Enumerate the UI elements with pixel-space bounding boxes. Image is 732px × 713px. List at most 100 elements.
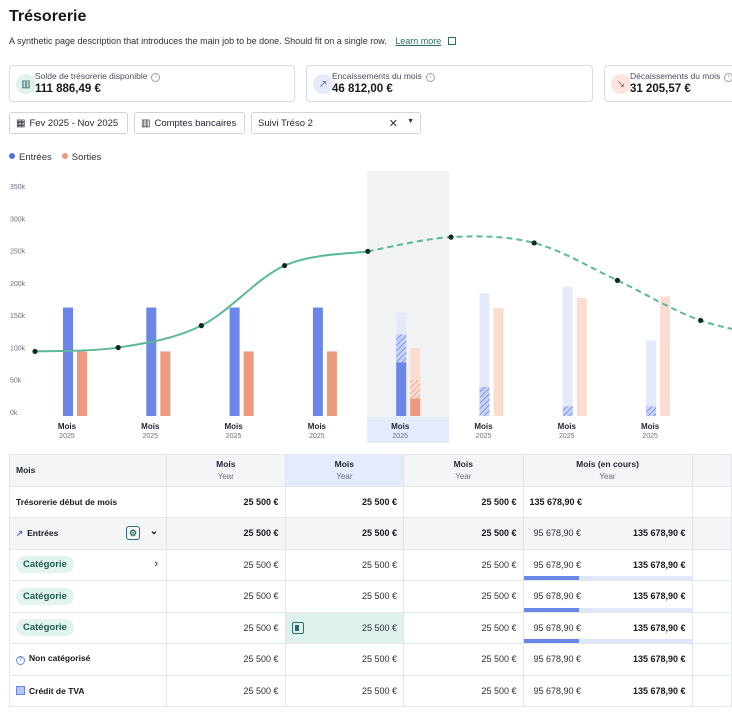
cell-dual[interactable]: 95 678,90 €135 678,90 €: [522, 674, 693, 707]
bar-out: [77, 351, 87, 416]
kpi-value: 111 886,49 €: [35, 83, 101, 95]
balance-point: [198, 323, 204, 329]
cell-dual[interactable]: 95 678,90 €135 678,90 €: [522, 580, 693, 613]
current-month-highlight: [367, 171, 450, 417]
row-label[interactable]: Crédit de TVA: [8, 674, 168, 707]
x-tick-sublabel: 2025: [226, 433, 242, 440]
learn-more-link[interactable]: Learn more: [395, 36, 442, 46]
progress-fill: [524, 576, 579, 580]
bank-icon: ▥: [16, 74, 36, 94]
kpi-label: Décaissements du mois i: [630, 71, 732, 82]
row-label[interactable]: Catégorie: [8, 580, 168, 613]
col-header[interactable]: Mois Year: [403, 454, 524, 487]
bar-in-pending: [562, 406, 573, 416]
info-icon[interactable]: i: [425, 73, 435, 82]
cell[interactable]: 25 500 €: [403, 580, 524, 613]
chevron-down-icon[interactable]: ▼: [407, 118, 414, 125]
category-chip[interactable]: Catégorie: [16, 587, 74, 605]
cell[interactable]: 25 500 €: [284, 517, 405, 550]
cell[interactable]: 25 500 €: [284, 674, 405, 707]
row-label[interactable]: Catégorie: [8, 611, 168, 644]
cell[interactable]: 25 500 €: [403, 611, 524, 644]
cell[interactable]: 25 500 €: [284, 548, 405, 581]
cell[interactable]: 25 500 €: [403, 548, 524, 581]
balance-point: [365, 248, 371, 254]
row-label-entrees[interactable]: ↗ Entrées ⚙ ⌄: [8, 517, 168, 550]
legend-item-in: Entrées: [9, 152, 52, 163]
kpi-card-balance: ▥ Solde de trésorerie disponible i 111 88…: [9, 65, 295, 102]
cell[interactable]: 25 500 €: [403, 517, 524, 550]
bar-out: [243, 351, 254, 416]
cell-dual[interactable]: 95 678,90 €135 678,90 €: [522, 611, 693, 644]
x-tick-sublabel: 2025: [476, 433, 492, 440]
cell[interactable]: 25 500 €: [166, 485, 286, 518]
bar-in-pending: [396, 334, 407, 363]
progress-bar: [524, 639, 692, 643]
progress-bar: [524, 576, 692, 580]
period-picker[interactable]: ▦ Fev 2025 - Nov 2025: [9, 112, 128, 134]
x-tick-label: Mois: [58, 422, 77, 431]
table-row: Trésorerie début de mois 25 500 € 25 500…: [8, 485, 732, 518]
y-tick-label: 250k: [10, 249, 26, 256]
bar-in-pending: [479, 386, 490, 416]
trend-up-icon: ↗: [313, 74, 333, 94]
cell[interactable]: 25 500 €: [284, 580, 405, 613]
row-label[interactable]: ? Non catégorisé: [8, 643, 168, 676]
cell[interactable]: 25 500 €: [166, 580, 286, 613]
cell-dual[interactable]: 95 678,90 €135 678,90 €: [522, 548, 693, 581]
x-tick-sublabel: 2025: [59, 433, 75, 440]
col-header-current[interactable]: Mois Year: [284, 454, 405, 487]
clear-icon[interactable]: ✕: [388, 118, 398, 130]
view-select[interactable]: Suivi Tréso 2 ✕ ▼: [251, 112, 421, 134]
category-chip[interactable]: Catégorie: [16, 619, 74, 637]
cell[interactable]: 25 500 €: [166, 674, 286, 707]
cell[interactable]: 25 500 €: [166, 643, 286, 676]
row-label: Trésorerie début de mois: [8, 485, 168, 518]
cell-selected[interactable]: 25 500 €: [284, 611, 405, 644]
table-row: ↗ Entrées ⚙ ⌄ 25 500 € 25 500 € 25 500 € …: [8, 517, 732, 550]
cell[interactable]: 135 678,90 €: [522, 485, 693, 518]
cell[interactable]: 25 500 €: [403, 674, 524, 707]
trend-up-icon: ↗: [16, 527, 24, 538]
balance-point: [282, 262, 288, 269]
kpi-card-inflows: ↗ Encaissements du mois i 46 812,00 €: [306, 65, 593, 102]
balance-point: [115, 344, 121, 351]
page-subtitle: A synthetic page description that introd…: [9, 36, 456, 46]
info-icon[interactable]: i: [151, 73, 161, 82]
info-icon[interactable]: i: [724, 73, 732, 82]
cell-dual[interactable]: 95 678,90 €135 678,90 €: [522, 643, 693, 676]
chevron-right-icon[interactable]: ›: [154, 557, 159, 570]
cell[interactable]: 25 500 €: [403, 485, 524, 518]
bar-in: [229, 307, 240, 416]
category-chip[interactable]: Catégorie: [16, 556, 74, 574]
settings-icon[interactable]: ⚙: [126, 526, 141, 540]
cell[interactable]: 25 500 €: [166, 611, 286, 644]
accounts-filter[interactable]: ▥ Comptes bancaires: [134, 112, 245, 134]
bar-out-planned: [660, 296, 671, 416]
cashflow-chart: 0k 50k 100k 150k 200k 250k 300k 350k Mois 2025 Mo…: [10, 171, 732, 443]
x-tick-label: Mois: [641, 422, 660, 431]
chevron-down-icon[interactable]: ⌄: [149, 526, 159, 537]
x-tick-label: Mois: [558, 422, 577, 431]
cell[interactable]: 25 500 €: [166, 548, 286, 581]
cell[interactable]: 25 500 €: [284, 643, 405, 676]
balance-point: [448, 234, 454, 240]
table-row: Catégorie 25 500 € 25 500 € 25 500 € 95 …: [8, 611, 732, 644]
row-label[interactable]: Catégorie ›: [8, 548, 168, 581]
x-tick-label: Mois: [474, 422, 493, 431]
x-tick-label: Mois: [391, 422, 410, 431]
col-header[interactable]: Mois Year: [166, 454, 286, 487]
current-month-label-bg: [367, 417, 450, 443]
cell[interactable]: 25 500 €: [284, 485, 405, 518]
x-tick-label: Mois: [224, 422, 243, 431]
col-header[interactable]: Mois (en cours) Year: [522, 454, 693, 487]
subtitle-text: A synthetic page description that introd…: [9, 36, 387, 46]
panel-icon[interactable]: [291, 621, 304, 634]
cell[interactable]: 25 500 €: [166, 517, 286, 550]
kpi-label: Encaissements du mois i: [332, 71, 435, 82]
cell[interactable]: 25 500 €: [403, 643, 524, 676]
y-tick-label: 100k: [10, 345, 26, 352]
bar-out-planned: [493, 308, 504, 416]
page-title: Trésorerie: [9, 8, 87, 25]
cell-dual[interactable]: 95 678,90 €135 678,90 €: [522, 517, 693, 550]
